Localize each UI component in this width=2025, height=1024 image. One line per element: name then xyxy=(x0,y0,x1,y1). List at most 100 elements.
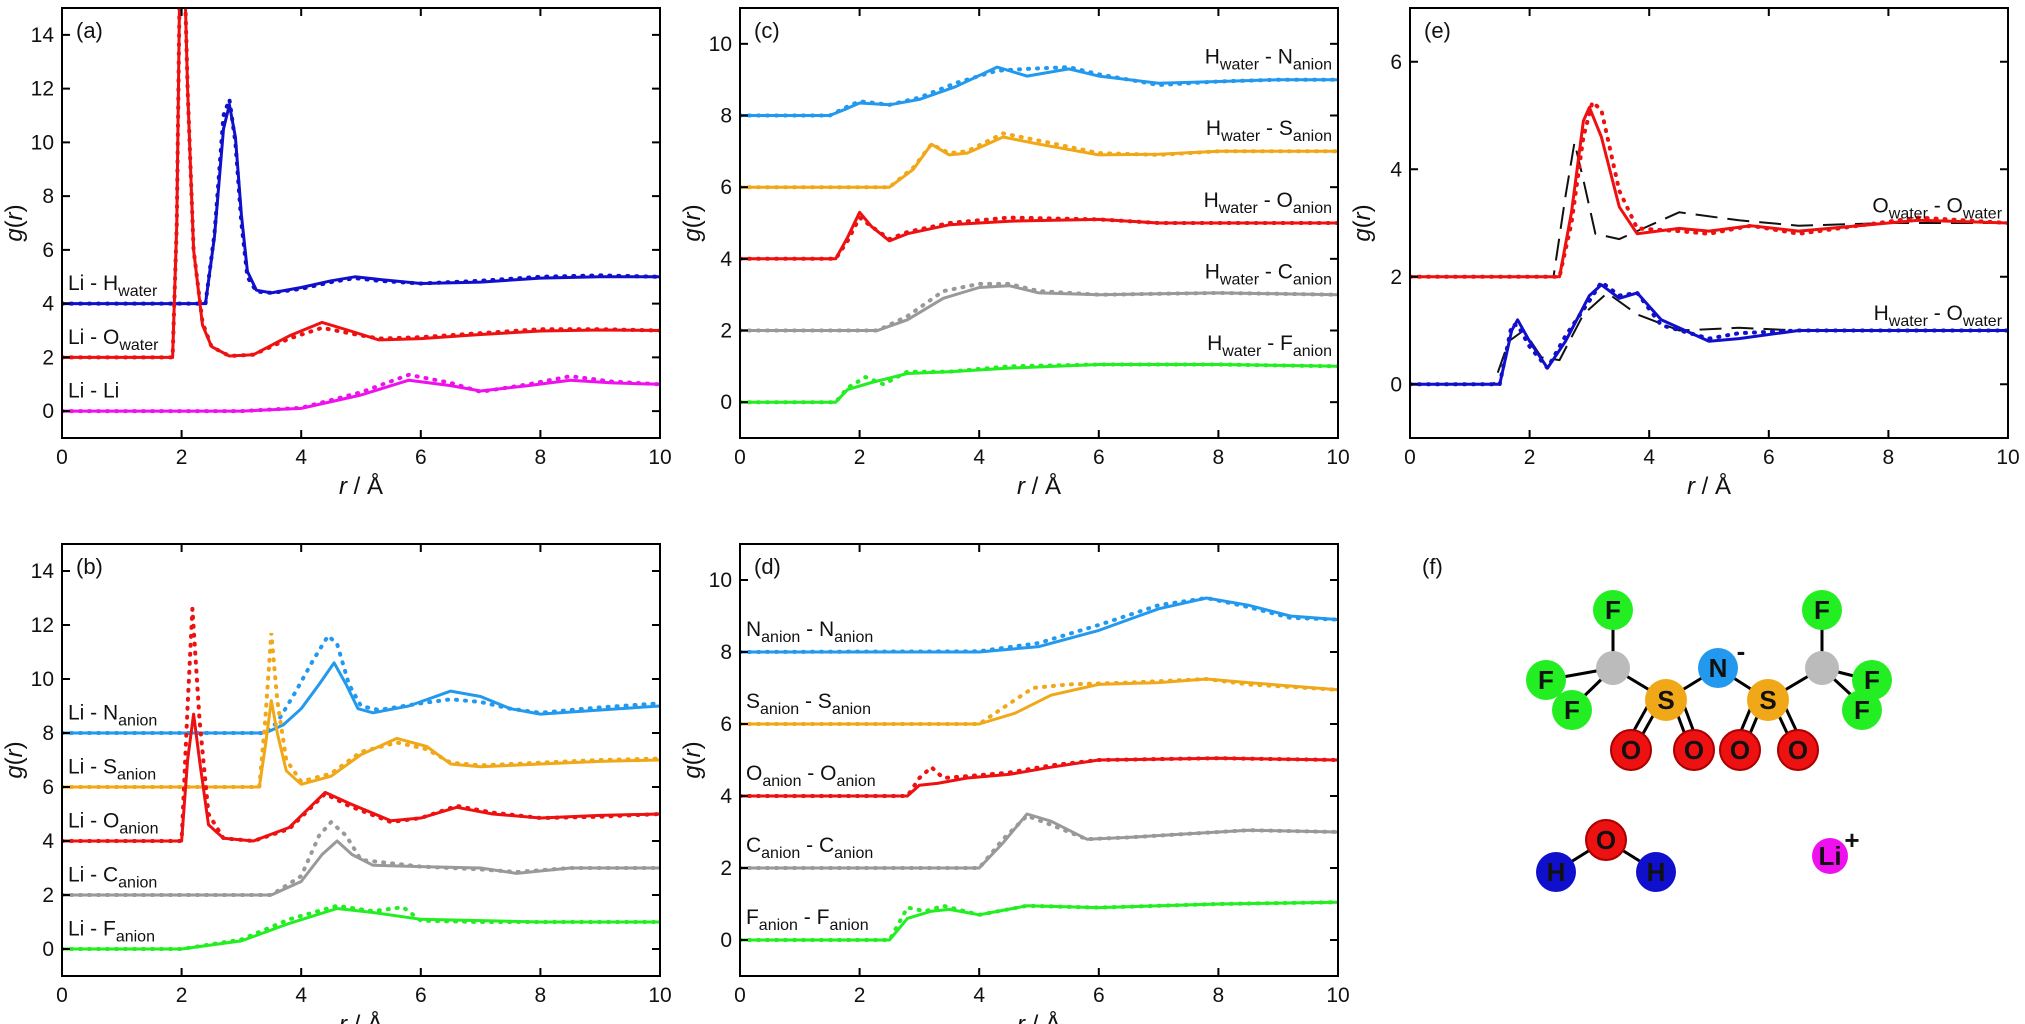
x-tick-label: 10 xyxy=(1326,984,1349,1007)
sulfur-atom: S xyxy=(1747,679,1789,721)
panel-b-frame xyxy=(61,543,661,977)
svg-text:O: O xyxy=(1730,735,1750,765)
x-tick-label: 8 xyxy=(1213,984,1225,1007)
x-tick-label: 0 xyxy=(56,446,68,469)
panel-e-curves xyxy=(1410,98,2008,387)
carbon-atom-left xyxy=(1596,651,1630,685)
y-tick-label: 2 xyxy=(720,857,732,880)
x-axis-label: r / Å xyxy=(339,472,383,500)
oxygen-atom: O xyxy=(1719,729,1761,771)
y-tick-label: 4 xyxy=(42,830,54,853)
nitrogen-atom: N - xyxy=(1698,636,1745,688)
curve-dotted xyxy=(740,900,1338,942)
panel-c-frame xyxy=(739,7,1339,439)
svg-text:H: H xyxy=(1647,857,1666,887)
y-tick-label: 6 xyxy=(42,239,54,262)
panel-d-frame xyxy=(739,543,1339,977)
curve-dotted xyxy=(740,595,1338,654)
curve-dotted xyxy=(740,813,1338,870)
x-tick-label: 8 xyxy=(1213,446,1225,469)
x-tick-label: 8 xyxy=(535,984,547,1007)
x-tick-label: 6 xyxy=(1763,446,1775,469)
x-tick-label: 2 xyxy=(854,984,866,1007)
y-tick-label: 12 xyxy=(31,614,54,637)
y-tick-label: 0 xyxy=(1390,373,1402,396)
y-tick-label: 0 xyxy=(42,400,54,423)
y-tick-label: 2 xyxy=(42,884,54,907)
x-axis-label: r / Å xyxy=(1687,472,1731,500)
curve-dotted xyxy=(62,903,660,951)
x-tick-label: 2 xyxy=(176,984,188,1007)
x-axis-label: r / Å xyxy=(1017,472,1061,500)
panel-a-curves xyxy=(62,8,660,414)
curve-label: Hwater - Sanion xyxy=(1206,117,1332,145)
x-axis-label: r / Å xyxy=(339,1010,383,1024)
y-axis-label: g(r) xyxy=(1,741,28,778)
x-axis-label: r / Å xyxy=(1017,1010,1061,1024)
water-hydrogen-atom: H xyxy=(1636,852,1676,892)
curve-label: Li - Owater xyxy=(68,326,159,354)
panel-a-frame xyxy=(61,7,661,439)
y-tick-label: 6 xyxy=(1390,51,1402,74)
x-tick-label: 2 xyxy=(854,446,866,469)
y-tick-label: 12 xyxy=(31,78,54,101)
panel-tag: (c) xyxy=(754,18,780,43)
y-tick-label: 0 xyxy=(720,391,732,414)
panel-d: Nanion - Nanion Sanion - Sanion Oanion - O… xyxy=(679,543,1350,1024)
curve-dotted xyxy=(740,281,1338,333)
svg-text:F: F xyxy=(1854,695,1870,725)
x-tick-label: 6 xyxy=(1093,984,1105,1007)
curve-label: Canion - Canion xyxy=(746,834,873,862)
carbon-atoms xyxy=(1596,651,1839,685)
panel-b-curves xyxy=(62,608,660,951)
x-tick-label: 4 xyxy=(1643,446,1655,469)
x-tick-label: 0 xyxy=(1404,446,1416,469)
panel-c: Hwater - Nanion Hwater - Sanion Hwater - O… xyxy=(679,7,1350,500)
y-axis-label: g(r) xyxy=(1349,204,1376,241)
y-tick-label: 2 xyxy=(42,346,54,369)
y-tick-label: 2 xyxy=(1390,266,1402,289)
curve-solid xyxy=(740,756,1338,798)
y-tick-label: 6 xyxy=(720,176,732,199)
oxygen-atoms: O O O O xyxy=(1610,729,1819,771)
y-tick-label: 14 xyxy=(31,24,55,47)
panel-tag-f: (f) xyxy=(1422,554,1443,579)
curve-solid xyxy=(62,712,660,843)
panel-tag: (b) xyxy=(76,554,103,579)
x-tick-label: 6 xyxy=(1093,446,1105,469)
curve-label: Owater - Owater xyxy=(1872,194,2002,222)
panel-a: Li - Hwater Li - Owater Li - Li 0 2 4 6 8 10 0 2 4 6… xyxy=(1,7,672,500)
curve-label: Li - Li xyxy=(68,380,119,403)
panel-tag: (a) xyxy=(76,18,103,43)
svg-text:O: O xyxy=(1621,735,1641,765)
curve-label: Oanion - Oanion xyxy=(746,762,876,790)
y-tick-label: 10 xyxy=(31,131,54,154)
y-tick-label: 4 xyxy=(42,293,54,316)
y-axis-label: g(r) xyxy=(679,741,706,778)
curve-label: Li - Canion xyxy=(68,864,157,892)
curve-dotted xyxy=(62,608,660,844)
x-tick-label: 8 xyxy=(535,446,547,469)
y-tick-label: 10 xyxy=(31,668,54,691)
sulfur-atoms: S S xyxy=(1645,679,1789,721)
panel-tag: (e) xyxy=(1424,18,1451,43)
svg-text:F: F xyxy=(1564,695,1580,725)
curve-solid xyxy=(740,135,1338,189)
y-tick-label: 8 xyxy=(42,185,54,208)
x-tick-label: 4 xyxy=(295,446,307,469)
fluorine-atoms: F F F F F F xyxy=(1526,590,1892,730)
curve-dotted xyxy=(740,65,1338,118)
svg-text:N: N xyxy=(1709,653,1728,683)
x-tick-label: 0 xyxy=(56,984,68,1007)
fluorine-atom: F xyxy=(1842,690,1882,730)
panel-e-frame xyxy=(1409,7,2009,439)
curve-label: Fanion - Fanion xyxy=(746,906,869,934)
x-tick-label: 6 xyxy=(415,446,427,469)
y-tick-label: 8 xyxy=(42,722,54,745)
lithium-charge: + xyxy=(1844,825,1859,855)
x-tick-label: 6 xyxy=(415,984,427,1007)
x-tick-label: 10 xyxy=(1996,446,2019,469)
curve-dotted xyxy=(1410,98,2008,279)
nitrogen-charge: - xyxy=(1737,636,1746,666)
